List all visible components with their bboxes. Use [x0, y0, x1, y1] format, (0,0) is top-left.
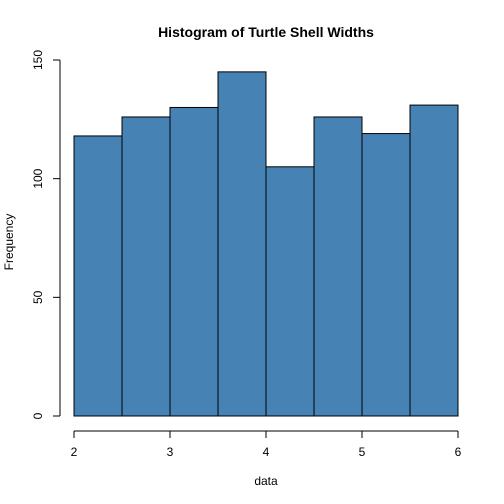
histogram-bar [73, 135, 123, 417]
y-tick-label: 0 [31, 412, 45, 419]
y-axis: 0 50 100 150 [31, 50, 61, 419]
x-tick-label: 4 [263, 445, 270, 459]
histogram-bar [409, 104, 459, 417]
histogram-bar [169, 106, 219, 417]
bars [73, 71, 459, 417]
x-axis: 2 3 4 5 6 [71, 430, 462, 459]
chart-title: Histogram of Turtle Shell Widths [158, 24, 374, 40]
histogram-bar [121, 116, 171, 417]
y-tick-label: 100 [31, 168, 45, 188]
histogram-bar [313, 116, 363, 417]
histogram-bar [361, 133, 411, 417]
histogram-bar [217, 71, 267, 417]
y-tick-label: 150 [31, 50, 45, 70]
x-tick-label: 2 [71, 445, 78, 459]
y-tick-label: 50 [31, 290, 45, 304]
x-tick-label: 6 [455, 445, 462, 459]
histogram-bar [265, 166, 315, 417]
x-tick-label: 3 [167, 445, 174, 459]
y-axis-label: Frequency [2, 214, 16, 271]
x-axis-label: data [254, 474, 278, 488]
x-tick-label: 5 [359, 445, 366, 459]
